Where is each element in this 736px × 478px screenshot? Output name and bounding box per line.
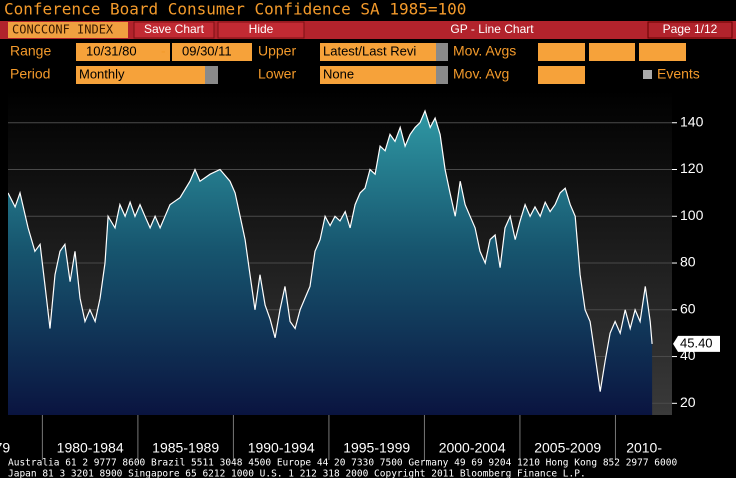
dash: - bbox=[161, 43, 166, 59]
chart-name: GP - Line Chart bbox=[450, 22, 534, 36]
page-label: Page 1/12 bbox=[663, 22, 718, 36]
period-select[interactable] bbox=[76, 66, 218, 84]
start-date: 10/31/80 bbox=[86, 43, 137, 58]
upper-select[interactable] bbox=[320, 43, 448, 61]
x-tick-label: 2005-2009 bbox=[534, 440, 601, 456]
ma-input[interactable] bbox=[589, 43, 635, 61]
footer-line: Australia 61 2 9777 8600 Brazil 5511 304… bbox=[8, 458, 677, 469]
save-button[interactable] bbox=[133, 21, 215, 39]
dropdown-arrow bbox=[436, 66, 448, 84]
last-value-label: 45.40 bbox=[680, 335, 713, 350]
footer-line: Japan 81 3 3201 8900 Singapore 65 6212 1… bbox=[8, 469, 586, 478]
ma-input[interactable] bbox=[639, 43, 686, 61]
y-tick-label: 100 bbox=[680, 207, 704, 223]
upper-label: Upper bbox=[258, 43, 296, 59]
dropdown-arrow bbox=[436, 43, 448, 61]
y-tick-label: 140 bbox=[680, 113, 704, 129]
ticker-box[interactable] bbox=[8, 22, 128, 38]
range-label: Range bbox=[10, 43, 51, 59]
y-tick-label: 120 bbox=[680, 160, 704, 176]
upper-value: Latest/Last Revi bbox=[323, 43, 416, 58]
y-tick-label: 20 bbox=[680, 394, 696, 410]
x-tick-label: 1985-1989 bbox=[152, 440, 219, 456]
dropdown-arrow bbox=[205, 66, 218, 84]
events-checkbox[interactable] bbox=[643, 70, 652, 79]
lower-select[interactable] bbox=[320, 66, 448, 84]
x-tick-label: 1980-1984 bbox=[57, 440, 124, 456]
screen-title: Conference Board Consumer Confidence SA … bbox=[4, 0, 466, 19]
end-date: 09/30/11 bbox=[182, 43, 232, 58]
hide-button[interactable] bbox=[217, 21, 305, 39]
x-tick-label: 1995-1999 bbox=[343, 440, 410, 456]
page-box[interactable] bbox=[647, 21, 733, 39]
y-tick-label: 80 bbox=[680, 254, 696, 270]
lower-value: None bbox=[323, 66, 354, 81]
x-tick-label: 2000-2004 bbox=[439, 440, 506, 456]
save-label: Save Chart bbox=[144, 22, 205, 36]
ma-input[interactable] bbox=[538, 66, 585, 84]
end-input[interactable] bbox=[172, 43, 252, 61]
last-value-box bbox=[673, 335, 720, 352]
x-tick-label: 1990-1994 bbox=[248, 440, 315, 456]
start-input[interactable] bbox=[76, 43, 170, 61]
period-value: Monthly bbox=[79, 66, 125, 81]
lower-label: Lower bbox=[258, 66, 296, 82]
period-label: Period bbox=[10, 66, 50, 82]
line bbox=[8, 109, 653, 392]
x-tick-label: 1979 bbox=[0, 440, 10, 456]
mov-avg-label: Mov. Avg bbox=[453, 66, 509, 82]
mov-avgs-label: Mov. Avgs bbox=[453, 43, 516, 59]
ticker: CONCCONF INDEX bbox=[12, 23, 114, 37]
area-fill bbox=[8, 111, 653, 415]
y-tick-label: 60 bbox=[680, 300, 696, 316]
ma-input[interactable] bbox=[538, 43, 585, 61]
events-label: Events bbox=[657, 66, 700, 82]
x-tick-label: 2010- bbox=[626, 440, 662, 456]
hide-label: Hide bbox=[249, 22, 274, 36]
